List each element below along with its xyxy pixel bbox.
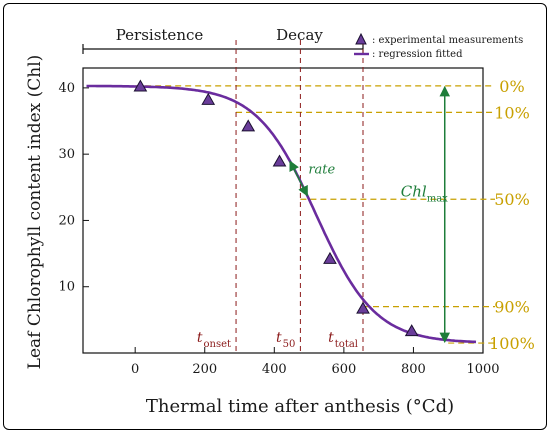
legend-label: : experimental measurements [372,35,523,46]
x-tick-label: 0 [131,362,139,377]
time-marker-sub: total [335,339,358,350]
percent-label: 0% [499,77,524,96]
percent-guides: 0% 10% 50% 90% 100% [135,77,535,353]
x-tick-label: 800 [401,362,426,377]
chlmax-label: Chl [401,182,427,200]
time-marker-label: t [276,330,282,346]
measurement-marker [201,92,216,105]
y-axis-label: Leaf Chlorophyll content index (Chl) [25,55,45,370]
measurement-marker [323,251,337,264]
time-marker-label: t [197,330,203,346]
measurement-marker [241,119,256,132]
legend-label: : regression fitted [372,49,463,60]
measurement-marker [133,79,148,92]
chart-frame [3,3,547,430]
percent-label: 90% [494,298,530,317]
phase-label: Decay [276,26,323,44]
x-axis-label: Thermal time after anthesis (°Cd) [146,396,454,417]
x-tick-label: 400 [262,362,287,377]
x-tick-label: 200 [192,362,217,377]
y-tick-label: 40 [58,81,75,96]
percent-label: 50% [494,190,530,209]
x-tick-label: 600 [331,362,356,377]
percent-label: 10% [494,103,530,122]
regression-curve [86,84,477,344]
legend-marker-triangle [355,32,367,45]
time-marker-label: t [328,330,334,346]
measurement-marker [272,154,287,167]
x-tick-label: 1000 [466,362,499,377]
regression-line [86,84,477,344]
y-tick-label: 30 [58,147,75,162]
annotations: Chl max rate [289,85,450,344]
chlmax-sub: max [427,193,448,204]
measurement-marker [356,301,370,314]
rate-label: rate [308,163,335,178]
y-tick-label: 10 [58,280,75,295]
phase-bar: Persistence Decay [82,26,364,54]
time-markers: t onset t 50 t total [197,40,364,353]
plot-area-border [82,67,484,354]
measurement-points [133,79,419,337]
time-marker-sub: onset [204,339,232,350]
phase-label: Persistence [116,26,204,44]
y-tick-label: 20 [58,213,75,228]
percent-label: 100% [489,334,535,353]
measurement-marker [404,324,419,337]
axes: 0 200 400 600 800 1000 10 20 30 40 [58,67,500,377]
legend: : experimental measurements : regression … [354,32,523,60]
time-marker-sub: 50 [283,339,296,350]
rate-arrow [289,160,309,197]
